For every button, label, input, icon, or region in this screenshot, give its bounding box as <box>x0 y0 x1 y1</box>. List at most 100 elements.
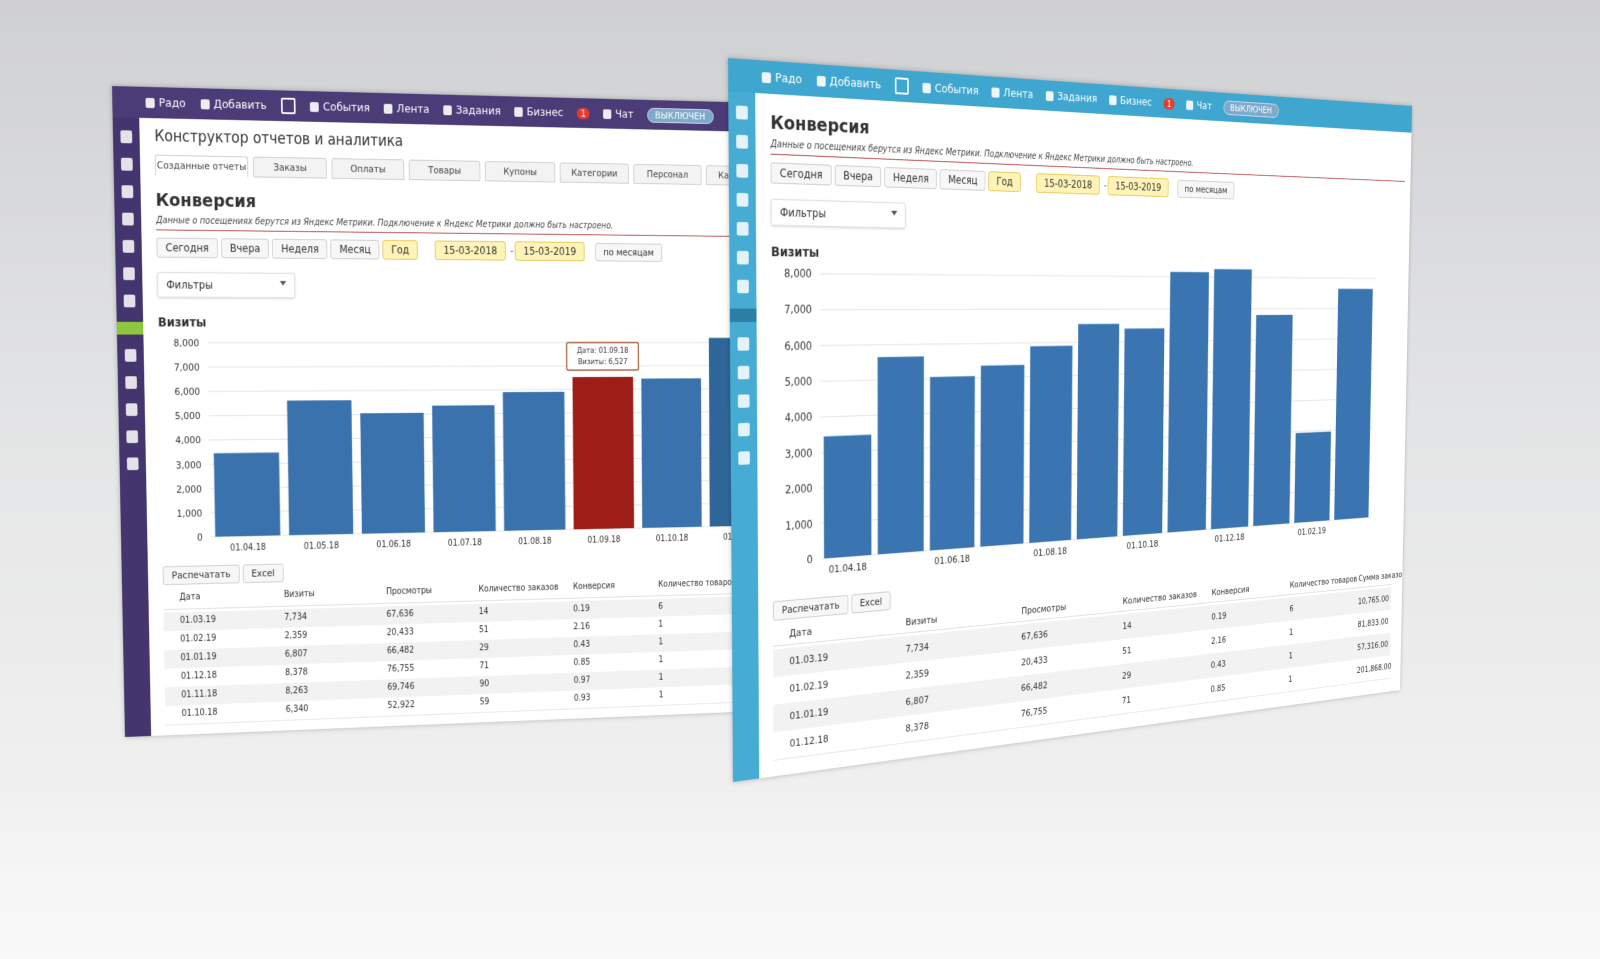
sidebar-icon[interactable] <box>736 221 749 236</box>
filter-label: Фильтры <box>779 205 827 221</box>
period-button[interactable]: Сегодня <box>156 237 218 259</box>
date-from[interactable]: 15-03-2018 <box>434 240 506 261</box>
sidebar-icon[interactable] <box>125 403 138 417</box>
y-tick-label: 8,000 <box>173 338 199 349</box>
filter-label: Фильтры <box>166 278 213 292</box>
date-from[interactable]: 15-03-2018 <box>1036 173 1100 195</box>
toolbar-item[interactable]: Лента <box>383 102 429 116</box>
grouping-select[interactable]: по месяцам <box>1177 179 1235 200</box>
sidebar-icon[interactable] <box>736 134 749 149</box>
toolbar-item[interactable]: Бизнес <box>1109 93 1152 109</box>
table-cell: 6,340 <box>285 703 309 715</box>
sidebar-icon[interactable] <box>737 394 750 408</box>
sidebar-icon[interactable] <box>122 239 135 253</box>
column-header: Сумма заказов <box>1358 569 1406 584</box>
sidebar-icon[interactable] <box>737 365 750 380</box>
toolbar-icon <box>603 108 612 119</box>
period-button[interactable]: Вчера <box>834 164 882 188</box>
sidebar-icon[interactable] <box>735 105 748 120</box>
date-to[interactable]: 15-03-2019 <box>1107 176 1169 198</box>
table-cell: 0.19 <box>1211 610 1227 623</box>
table-button[interactable]: Распечатать <box>162 564 240 586</box>
table-cell: 2.16 <box>573 621 590 632</box>
table-cell: 01.01.19 <box>180 651 217 663</box>
sidebar-icon[interactable] <box>123 267 135 281</box>
sidebar-icon[interactable] <box>737 279 749 294</box>
table-cell: 1 <box>658 690 664 700</box>
sidebar-icon[interactable] <box>126 430 139 444</box>
toolbar-label: Задания <box>455 103 501 118</box>
tab[interactable]: Категории <box>559 162 629 184</box>
period-button[interactable]: Неделя <box>272 238 328 260</box>
period-button[interactable]: Вчера <box>220 238 270 259</box>
sidebar-icon[interactable] <box>121 185 134 199</box>
sidebar-icon[interactable] <box>736 250 749 265</box>
toolbar-item[interactable]: События <box>922 80 979 98</box>
sidebar-icon[interactable] <box>738 422 750 437</box>
table-cell: 14 <box>1122 619 1132 632</box>
sidebar-icon[interactable] <box>121 212 134 226</box>
toolbar-item[interactable]: Задания <box>1045 89 1097 105</box>
sidebar-icon[interactable] <box>123 294 136 308</box>
table-cell: 1 <box>1288 673 1293 685</box>
tab[interactable]: Товары <box>408 159 481 182</box>
sidebar-icon[interactable] <box>738 451 750 465</box>
toolbar-item[interactable]: События <box>310 100 370 115</box>
period-button[interactable]: Месяц <box>330 239 380 260</box>
x-tick-label: 01.05.18 <box>304 541 340 552</box>
toolbar-item[interactable]: Радо <box>145 96 186 110</box>
table-button[interactable]: Excel <box>851 591 891 614</box>
table-cell: 1 <box>658 619 664 629</box>
sidebar-icon[interactable] <box>126 457 139 471</box>
table-cell: 51 <box>478 624 489 635</box>
status-pill[interactable]: ВЫКЛЮЧЕН <box>646 107 714 124</box>
title: Конверсия <box>155 188 257 212</box>
sidebar-icon[interactable] <box>124 349 137 362</box>
sidebar-icon[interactable] <box>120 157 133 171</box>
grouping-select[interactable]: по месяцам <box>594 242 662 262</box>
toolbar-item[interactable]: Лента <box>991 85 1033 101</box>
filter-dropdown[interactable]: Фильтры <box>770 198 906 229</box>
period-button[interactable]: Сегодня <box>770 162 832 186</box>
sidebar-icon[interactable] <box>729 308 757 323</box>
column-header: Просмотры <box>386 586 433 597</box>
tab[interactable]: Персонал <box>633 163 702 185</box>
period-button[interactable]: Неделя <box>884 166 938 190</box>
period-button[interactable]: Месяц <box>940 169 986 191</box>
toolbar-item[interactable]: Задания <box>443 103 501 118</box>
sidebar-icon[interactable] <box>736 192 749 207</box>
sidebar-icon[interactable] <box>120 130 133 144</box>
sidebar-icon[interactable] <box>116 321 144 335</box>
toolbar-item[interactable]: Чат <box>603 107 634 121</box>
filter-dropdown[interactable]: Фильтры <box>157 272 296 299</box>
toolbar-item[interactable]: Чат <box>1186 98 1212 113</box>
toolbar-icon <box>443 104 452 115</box>
x-tick-label: 01.08.18 <box>1033 545 1067 559</box>
period-button[interactable]: Год <box>382 239 418 260</box>
toolbar-item[interactable]: Бизнес <box>514 105 563 119</box>
status-pill[interactable]: ВЫКЛЮЧЕН <box>1223 99 1279 118</box>
toolbar-item[interactable]: Добавить <box>200 97 267 112</box>
date-to[interactable]: 15-03-2019 <box>514 241 585 262</box>
x-tick-label: 01.10.18 <box>1127 538 1159 551</box>
table-cell: 0.43 <box>573 639 591 650</box>
tab[interactable]: Оплаты <box>331 158 405 180</box>
bar <box>1076 323 1120 540</box>
sidebar-icon[interactable] <box>736 163 749 178</box>
table-cell: 8,263 <box>285 685 309 696</box>
column-header: Дата <box>179 592 201 603</box>
table-button[interactable]: Распечатать <box>772 594 849 621</box>
x-tick-label: 01.04.18 <box>829 561 867 576</box>
toolbar-item[interactable]: Добавить <box>816 73 881 92</box>
period-button[interactable]: Год <box>988 171 1021 193</box>
sidebar-icon[interactable] <box>737 337 750 351</box>
table-cell: 01.02.19 <box>180 633 217 644</box>
tab[interactable]: Купоны <box>484 161 556 183</box>
toolbar-item[interactable]: Радо <box>761 70 802 87</box>
table-button[interactable]: Excel <box>242 563 284 584</box>
tab[interactable]: Заказы <box>252 156 327 179</box>
tab[interactable]: Созданные отчеты <box>154 154 249 178</box>
x-tick-label: 01.02.19 <box>1297 525 1325 537</box>
sidebar-icon[interactable] <box>125 376 138 389</box>
chart-title: Визиты <box>157 315 207 331</box>
